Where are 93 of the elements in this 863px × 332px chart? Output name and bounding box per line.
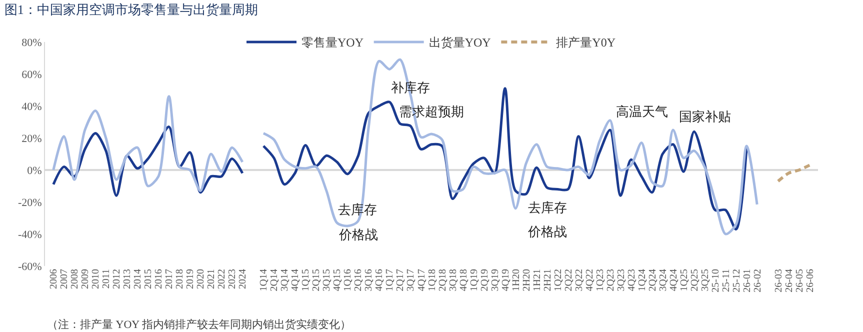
y-tick-label: -60%	[18, 260, 42, 273]
x-tick-label: 2011	[101, 269, 112, 289]
x-tick-label: 2Q23	[605, 269, 616, 292]
x-tick-label: 2021	[206, 269, 218, 289]
x-tick-label: 2H20	[521, 269, 532, 292]
x-tick-label: 4Q23	[626, 269, 638, 292]
y-tick-label: 0%	[27, 164, 42, 177]
x-tick-label: 26-04	[784, 269, 795, 292]
x-tick-label: 1Q19	[468, 269, 480, 292]
x-tick-label: 2Q18	[437, 269, 448, 292]
legend-label: 零售量YOY	[302, 36, 364, 50]
x-tick-label: 1Q15	[300, 269, 312, 292]
annotation: 价格战	[527, 224, 567, 239]
x-tick-label: 2024	[238, 269, 249, 289]
x-tick-label: 1Q24	[636, 269, 648, 292]
x-tick-label: 2016	[154, 269, 165, 289]
x-tick-label: 2018	[174, 269, 186, 289]
x-tick-label: 2008	[70, 269, 81, 289]
x-tick-label: 1H21	[532, 269, 543, 292]
x-tick-label: 1Q14	[258, 269, 270, 292]
x-tick-label: 4Q16	[374, 269, 386, 292]
x-tick-label: 1H20	[510, 269, 522, 292]
x-tick-label: 4Q19	[500, 269, 512, 292]
x-tick-label: 2H21	[542, 269, 554, 292]
x-tick-label: 2013	[122, 269, 134, 289]
legend-label: 出货量YOY	[428, 36, 492, 50]
annotation: 高温天气	[616, 104, 668, 119]
chart-title: 图1：中国家用空调市场零售量与出货量周期	[4, 2, 258, 18]
x-tick-label: 2022	[216, 269, 228, 289]
annotation: 需求超预期	[399, 104, 464, 119]
x-tick-label: 1Q16	[342, 269, 354, 292]
x-tick-label: 1Q25	[678, 269, 690, 292]
x-tick-label: 3Q23	[616, 269, 627, 292]
x-tick-label: 25-11	[720, 269, 732, 292]
x-tick-label: 3Q22	[574, 269, 585, 292]
x-tick-label: 2Q16	[353, 269, 364, 292]
x-tick-label: 4Q18	[458, 269, 470, 292]
x-tick-label: 2010	[90, 269, 102, 289]
x-tick-label: 2019	[185, 269, 196, 289]
x-tick-label: 3Q25	[700, 269, 711, 292]
x-tick-label: 26-05	[794, 269, 806, 292]
x-tick-label: 2Q17	[395, 269, 406, 292]
x-tick-label: 2009	[80, 269, 92, 289]
line-series	[776, 164, 812, 183]
y-tick-label: 60%	[22, 68, 42, 81]
x-tick-label: 2020	[196, 269, 207, 289]
annotation: 去库存	[338, 202, 377, 217]
x-tick-label: 1Q22	[552, 269, 564, 292]
x-tick-label: 4Q22	[584, 269, 596, 292]
y-tick-label: 20%	[22, 132, 42, 145]
x-tick-label: 3Q18	[448, 269, 459, 292]
x-tick-label: 2012	[112, 269, 123, 289]
x-tick-label: 2Q19	[479, 269, 490, 292]
x-tick-label: 2Q14	[269, 269, 280, 292]
x-tick-label: 2017	[164, 269, 176, 289]
x-tick-label: 4Q24	[668, 269, 680, 292]
x-tick-label: 26-03	[773, 269, 784, 292]
y-tick-label: -40%	[18, 228, 42, 241]
x-tick-label: 2Q24	[647, 269, 658, 292]
x-tick-label: 2Q25	[689, 269, 700, 292]
x-tick-label: 4Q15	[332, 269, 344, 292]
x-tick-label: 26-01	[742, 269, 753, 292]
x-tick-label: 3Q16	[364, 269, 375, 292]
x-tick-label: 1Q18	[426, 269, 438, 292]
x-tick-label: 3Q24	[658, 269, 669, 292]
annotation: 国家补贴	[679, 109, 731, 124]
x-tick-label: 3Q15	[322, 269, 333, 292]
annotation: 价格战	[338, 227, 378, 242]
x-tick-label: 2Q15	[311, 269, 322, 292]
x-tick-label: 2014	[132, 269, 144, 289]
x-tick-label: 3Q17	[406, 269, 417, 292]
x-tick-label: 25-10	[710, 269, 722, 292]
x-tick-label: 3Q19	[490, 269, 501, 292]
x-tick-label: 26-06	[804, 269, 816, 292]
legend-label: 排产量Y0Y	[556, 36, 616, 50]
annotation: 补库存	[391, 80, 430, 95]
text: （注：排产量 YOY 指内销排产较去年同期内销出货实绩变化）	[47, 318, 351, 331]
x-tick-label: 2023	[227, 269, 238, 289]
x-tick-label: 2015	[143, 269, 154, 289]
x-tick-label: 26-02	[752, 269, 764, 292]
x-tick-label: 4Q14	[290, 269, 302, 292]
y-tick-label: 80%	[22, 36, 42, 49]
x-tick-label: 2007	[59, 269, 70, 289]
x-tick-label: 2Q22	[563, 269, 574, 292]
x-tick-label: 1Q23	[594, 269, 606, 292]
y-tick-label: -20%	[18, 196, 42, 209]
x-tick-label: 2006	[48, 269, 60, 289]
y-tick-label: 40%	[22, 100, 42, 113]
x-tick-label: 25-12	[731, 269, 742, 292]
x-tick-label: 4Q17	[416, 269, 428, 292]
annotation: 去库存	[528, 200, 567, 215]
x-tick-label: 1Q17	[384, 269, 396, 292]
x-tick-label: 3Q14	[280, 269, 291, 292]
